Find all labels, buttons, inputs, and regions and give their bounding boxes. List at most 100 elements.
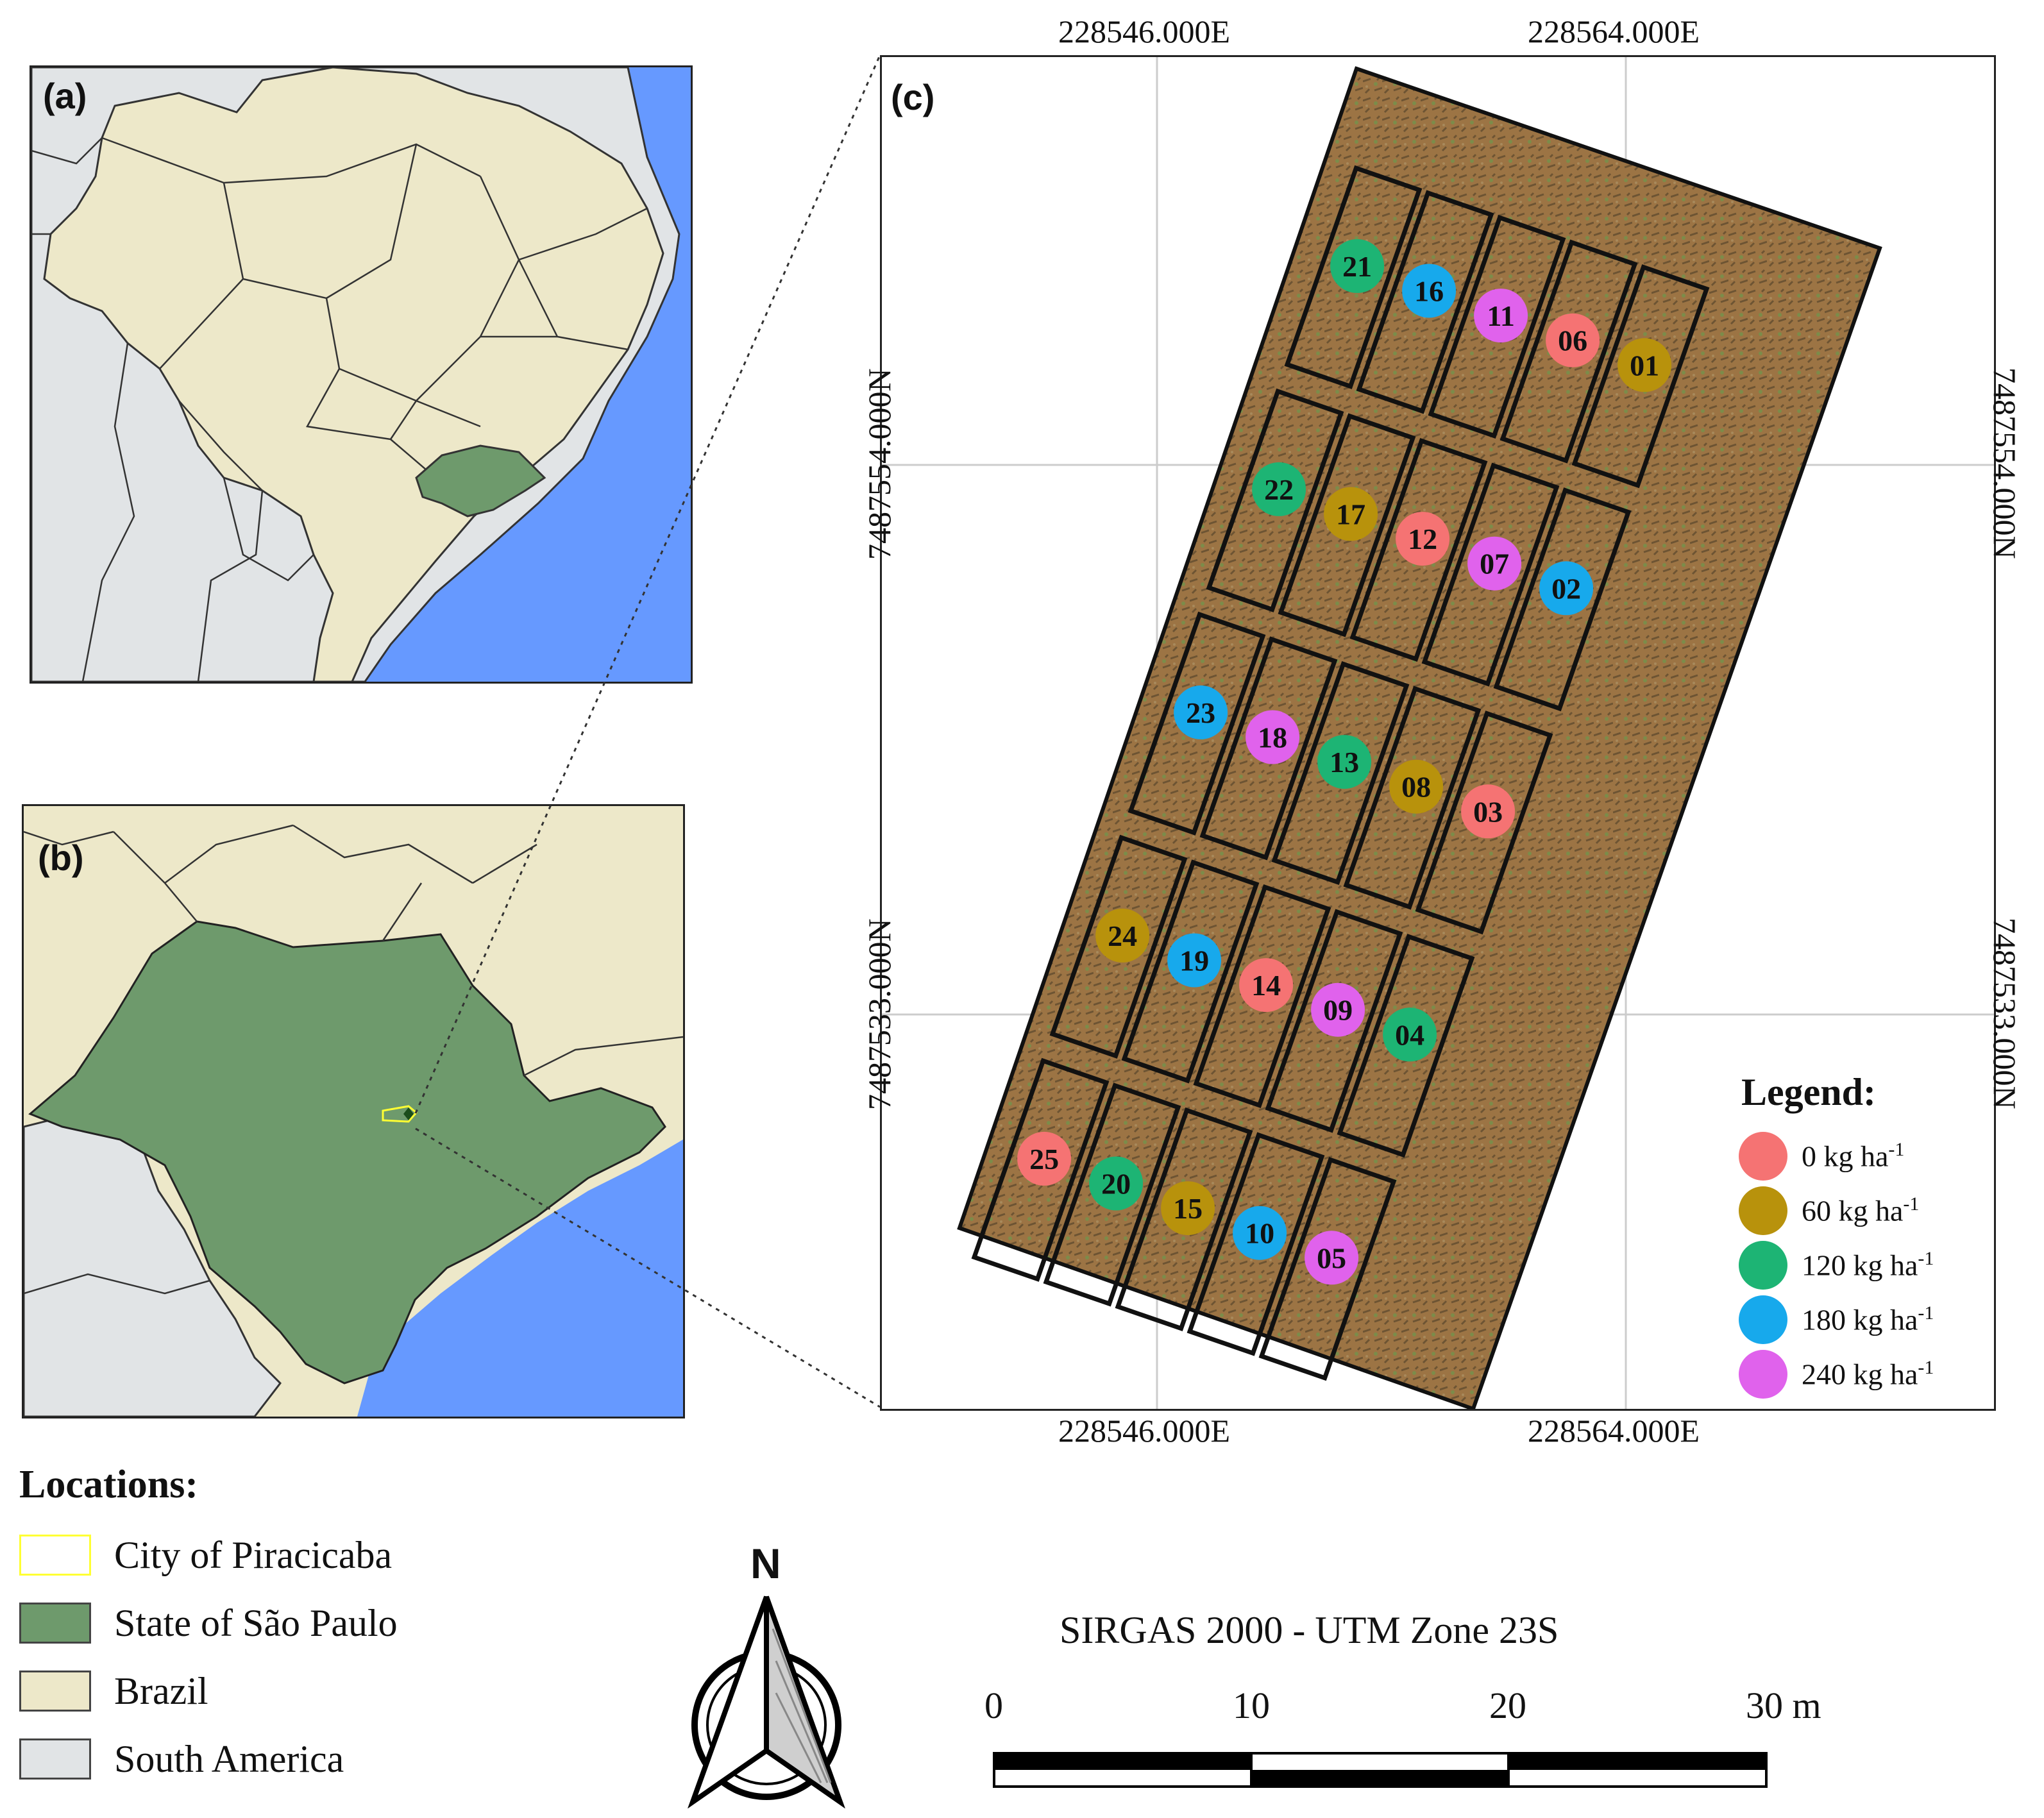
plot-20-outline	[1043, 1082, 1181, 1307]
plot-12-outline	[1349, 437, 1488, 662]
plot-23-marker	[1174, 685, 1228, 739]
plot-05-label: 05	[1317, 1241, 1346, 1274]
scale-tick-30: 30 m	[1746, 1685, 1821, 1726]
plot-21-marker	[1330, 239, 1385, 293]
plot-08-label: 08	[1401, 771, 1431, 804]
plot-03-outline	[1415, 711, 1553, 935]
plot-17-outline	[1278, 413, 1416, 637]
legend-label-60: 60 kg ha-1	[1802, 1193, 1920, 1227]
plot-16-label: 16	[1414, 275, 1444, 308]
locations-title: Locations:	[19, 1463, 198, 1506]
sao-paulo-swatch	[19, 1603, 91, 1644]
scale-tick-10: 10	[1233, 1685, 1270, 1726]
plot-01-marker	[1617, 338, 1672, 392]
plot-25-outline	[971, 1057, 1110, 1282]
plot-13-marker	[1317, 735, 1372, 789]
location-item-brazil: Brazil	[19, 1669, 208, 1713]
plot-25-label: 25	[1029, 1143, 1059, 1175]
sao-paulo-state	[28, 920, 666, 1385]
panel-b-label: (b)	[38, 837, 84, 878]
plot-02-outline	[1493, 487, 1632, 712]
plot-01-outline	[1571, 264, 1710, 489]
plot-16-marker	[1402, 264, 1457, 318]
plot-12-marker	[1396, 512, 1450, 566]
legend-label-240: 240 kg ha-1	[1802, 1357, 1934, 1391]
legend-label-sup-60: -1	[1903, 1193, 1920, 1215]
legend-label-120: 120 kg ha-1	[1802, 1248, 1934, 1282]
piracicaba-swatch	[19, 1535, 91, 1576]
plot-14-label: 14	[1251, 969, 1281, 1002]
coord-bottom-e2: 228564.000E	[1528, 1413, 1700, 1449]
scale-tick-20: 20	[1489, 1685, 1526, 1726]
legend-item-180: 180 kg ha-1	[1739, 1295, 1934, 1344]
plot-07-label: 07	[1480, 548, 1509, 580]
legend-swatch-0	[1739, 1132, 1787, 1181]
scale-tick-0: 0	[984, 1685, 1003, 1726]
plot-20-label: 20	[1101, 1168, 1131, 1200]
piracicaba-label: City of Piracicaba	[114, 1533, 393, 1576]
legend-label-sup-120: -1	[1918, 1248, 1934, 1270]
north-label: N	[750, 1540, 781, 1587]
legend-item-0: 0 kg ha-1	[1739, 1132, 1904, 1181]
legend-label-180: 180 kg ha-1	[1802, 1302, 1934, 1336]
plot-17-label: 17	[1336, 498, 1365, 531]
plot-13-label: 13	[1330, 746, 1359, 779]
legend-swatch-240	[1739, 1350, 1787, 1399]
plot-05-marker	[1305, 1231, 1359, 1285]
panel-c-label: (c)	[891, 77, 935, 117]
plot-19-marker	[1167, 933, 1222, 988]
plot-09-label: 09	[1323, 994, 1353, 1027]
plot-15-label: 15	[1173, 1192, 1203, 1225]
coord-bottom-e1: 228546.000E	[1058, 1413, 1231, 1449]
plot-03-label: 03	[1473, 795, 1503, 828]
legend-swatch-120	[1739, 1241, 1787, 1290]
plot-17-marker	[1324, 487, 1378, 541]
plot-21-outline	[1284, 165, 1423, 389]
plot-02-label: 02	[1551, 572, 1581, 605]
plot-23-outline	[1128, 611, 1266, 836]
plot-22-outline	[1206, 388, 1344, 612]
plot-11-marker	[1474, 289, 1528, 343]
brazil-label: Brazil	[114, 1669, 208, 1712]
location-item-sao-paulo: State of São Paulo	[19, 1601, 398, 1645]
sao-paulo-label: State of São Paulo	[114, 1601, 398, 1644]
plot-04-marker	[1383, 1007, 1437, 1062]
north-arrow: N	[680, 1539, 853, 1808]
plot-18-label: 18	[1258, 721, 1287, 754]
plot-08-outline	[1343, 686, 1482, 910]
ocean	[357, 1140, 683, 1417]
plot-02-marker	[1539, 561, 1594, 616]
plot-20-marker	[1089, 1156, 1144, 1211]
south-america-swatch	[19, 1738, 91, 1780]
plot-01-label: 01	[1630, 349, 1659, 382]
plot-12-label: 12	[1408, 523, 1437, 555]
legend-item-240: 240 kg ha-1	[1739, 1350, 1934, 1399]
rate-legend-title: Legend:	[1741, 1071, 1876, 1113]
legend-label-sup-180: -1	[1918, 1302, 1934, 1324]
plot-06-label: 06	[1558, 324, 1587, 357]
rate-legend: Legend: 0 kg ha-1 60 kg ha-1 120 kg ha-1 18…	[1739, 1070, 1982, 1404]
panel-a-south-america-map: (a)	[30, 65, 693, 684]
plot-09-marker	[1311, 982, 1365, 1037]
plot-10-marker	[1233, 1206, 1287, 1260]
location-item-piracicaba: City of Piracicaba	[19, 1533, 392, 1578]
plot-04-label: 04	[1395, 1018, 1424, 1051]
locations-legend: Locations: City of Piracicaba State of S…	[0, 1456, 577, 1802]
connector-a-to-b	[414, 55, 881, 1114]
legend-swatch-60	[1739, 1186, 1787, 1235]
plot-19-label: 19	[1179, 945, 1209, 977]
sao-paulo-state	[415, 444, 546, 518]
state-borders	[24, 824, 683, 1295]
plot-13-outline	[1271, 661, 1410, 886]
plot-07-outline	[1421, 462, 1560, 687]
plot-09-outline	[1265, 909, 1403, 1133]
location-item-south-america: South America	[19, 1737, 344, 1781]
brazil-swatch	[19, 1671, 91, 1712]
plot-14-outline	[1193, 884, 1331, 1109]
plot-24-outline	[1049, 834, 1188, 1059]
plot-24-label: 24	[1108, 920, 1137, 952]
scale-bar	[993, 1752, 1768, 1788]
plot-22-label: 22	[1264, 473, 1294, 506]
legend-label-sup-0: -1	[1888, 1139, 1905, 1161]
